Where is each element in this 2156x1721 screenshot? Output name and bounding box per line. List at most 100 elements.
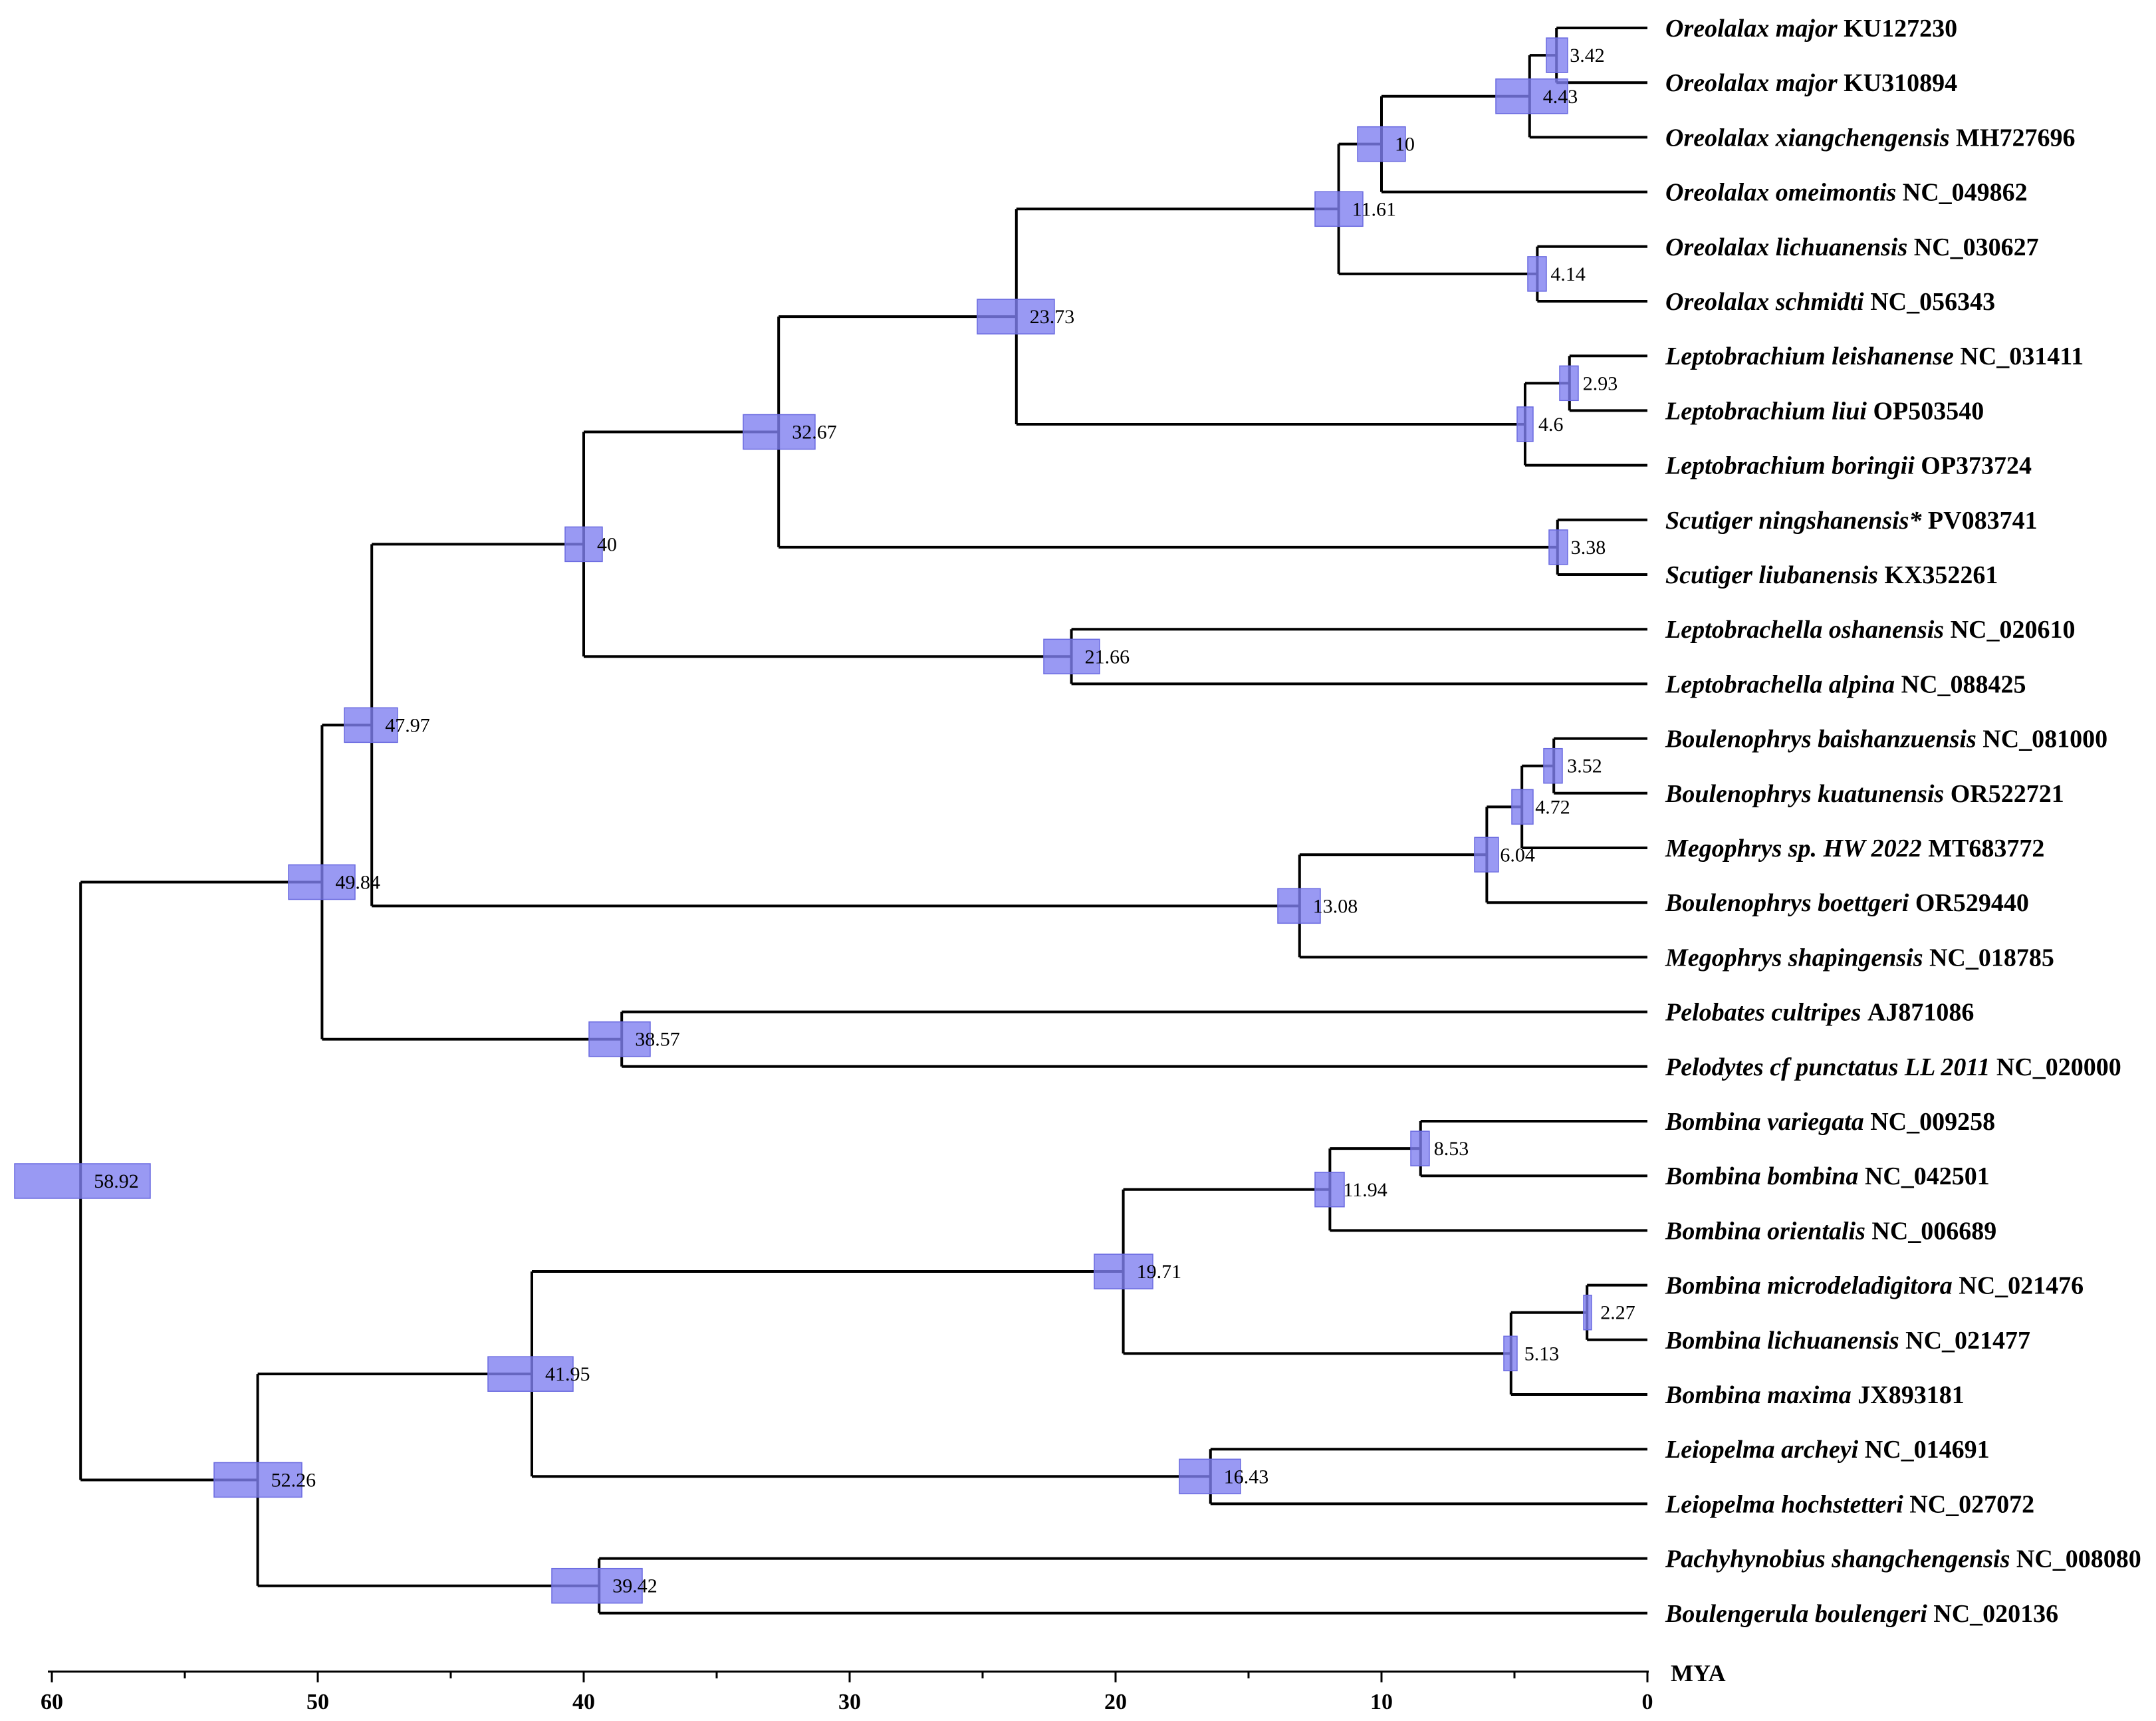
taxon-label: Oreolalax omeimontis NC_049862 — [1665, 179, 2028, 207]
taxon-accession: NC_006689 — [1871, 1217, 1996, 1245]
axis-tick-label: 50 — [306, 1690, 329, 1714]
taxon-label: Pelobates cultripes AJ871086 — [1665, 999, 1974, 1027]
node-age-label: 5.13 — [1524, 1343, 1560, 1365]
taxon-name: Scutiger liubanensis — [1665, 561, 1884, 589]
taxon-name: Oreolalax xiangchengensis — [1665, 124, 1956, 152]
taxon-name: Leptobrachium liui — [1665, 397, 1873, 425]
hpd-bar — [1559, 365, 1579, 402]
node-age-label: 16.43 — [1224, 1466, 1269, 1488]
hpd-bar — [487, 1356, 574, 1392]
taxon-label: Pachyhynobius shangchengensis NC_008080 — [1665, 1545, 2141, 1573]
node-age-label: 8.53 — [1434, 1138, 1469, 1160]
taxon-name: Oreolalax omeimontis — [1665, 179, 1903, 207]
taxon-accession: NC_008080 — [2016, 1545, 2141, 1573]
tree-branches — [79, 27, 1647, 1615]
taxon-name: Pelodytes cf punctatus LL 2011 — [1665, 1053, 1996, 1081]
hpd-bar — [1503, 1335, 1518, 1372]
hpd-bar — [1474, 837, 1499, 873]
taxon-name: Boulenophrys boettgeri — [1665, 889, 1915, 917]
taxon-accession: NC_030627 — [1914, 233, 2039, 261]
taxon-name: Bombina bombina — [1665, 1162, 1865, 1190]
hpd-bar — [1511, 789, 1534, 825]
taxon-name: Megophrys shapingensis — [1665, 944, 1929, 972]
taxon-accession: NC_021477 — [1905, 1327, 2030, 1355]
hpd-bar — [1314, 191, 1364, 227]
node-age-labels: 3.42 4.43 10 4.14 11.61 2.93 4.6 23.73 3.38 32.67… — [94, 45, 1635, 1597]
taxon-accession: NC_049862 — [1903, 179, 2028, 207]
hpd-bar — [344, 707, 398, 743]
taxon-accession: JX893181 — [1857, 1381, 1964, 1409]
taxon-accession: KU127230 — [1844, 15, 1957, 43]
taxon-label: Scutiger liubanensis KX352261 — [1665, 561, 1998, 589]
taxon-label: Oreolalax major KU127230 — [1665, 15, 1957, 43]
hpd-bar — [1516, 406, 1534, 442]
node-age-label: 23.73 — [1030, 306, 1075, 328]
taxon-accession: NC_027072 — [1909, 1490, 2034, 1518]
taxon-accession: NC_031411 — [1960, 342, 2084, 370]
taxon-name: Oreolalax major — [1665, 69, 1844, 97]
node-age-label: 13.08 — [1313, 895, 1358, 917]
node-age-label: 11.61 — [1352, 198, 1396, 220]
taxon-name: Boulengerula boulengeri — [1665, 1600, 1933, 1628]
node-age-label: 3.38 — [1571, 537, 1606, 559]
taxon-name: Bombina maxima — [1665, 1381, 1857, 1409]
taxon-label: Megophrys shapingensis NC_018785 — [1665, 944, 2054, 972]
node-age-label: 38.57 — [635, 1029, 680, 1051]
taxon-label: Boulengerula boulengeri NC_020136 — [1665, 1600, 2058, 1628]
taxon-name: Bombina variegata — [1665, 1108, 1870, 1136]
taxon-accession: OP503540 — [1873, 397, 1984, 425]
taxon-name: Leptobrachella oshanensis — [1665, 616, 1951, 644]
node-age-label: 4.14 — [1550, 263, 1586, 285]
taxon-name: Pachyhynobius shangchengensis — [1665, 1545, 2016, 1573]
taxon-label: Bombina maxima JX893181 — [1665, 1381, 1965, 1409]
node-age-label: 41.95 — [545, 1363, 590, 1385]
hpd-bar — [1410, 1130, 1430, 1166]
hpd-bar — [1094, 1254, 1153, 1289]
taxon-label: Pelodytes cf punctatus LL 2011 NC_020000 — [1665, 1053, 2121, 1081]
axis-tick-label: 10 — [1370, 1690, 1393, 1714]
taxon-label: Leptobrachium liui OP503540 — [1665, 397, 1984, 425]
axis-tick-label: 20 — [1104, 1690, 1127, 1714]
taxon-name: Leiopelma hochstetteri — [1665, 1490, 1909, 1518]
hpd-bar — [588, 1021, 651, 1057]
taxon-accession: NC_021476 — [1959, 1272, 2084, 1300]
node-age-label: 58.92 — [94, 1170, 139, 1192]
axis-tick-label: 0 — [1642, 1690, 1653, 1714]
hpd-bar — [1548, 529, 1568, 565]
taxon-label: Bombina lichuanensis NC_021477 — [1665, 1327, 2030, 1355]
taxon-accession: MT683772 — [1928, 835, 2044, 862]
node-age-label: 2.93 — [1583, 372, 1618, 394]
taxon-name: Bombina orientalis — [1665, 1217, 1871, 1245]
taxon-accession: NC_018785 — [1929, 944, 2054, 972]
taxon-name: Leptobrachella alpina — [1665, 670, 1901, 698]
axis-tick-label: 30 — [838, 1690, 861, 1714]
node-age-label: 40 — [597, 533, 617, 555]
taxon-accession: PV083741 — [1928, 507, 2038, 535]
node-age-label: 49.84 — [335, 872, 380, 894]
taxon-label: Megophrys sp. HW 2022 MT683772 — [1665, 835, 2044, 862]
axis-tick-label: 40 — [572, 1690, 595, 1714]
taxon-name: Boulenophrys baishanzuensis — [1665, 726, 1982, 753]
taxon-accession: KU310894 — [1844, 69, 1957, 97]
taxon-name: Boulenophrys kuatunensis — [1665, 780, 1951, 808]
node-age-label: 4.6 — [1538, 414, 1564, 436]
taxon-name: Bombina microdeladigitora — [1665, 1272, 1959, 1300]
taxon-name: Oreolalax schmidti — [1665, 288, 1870, 316]
taxon-name: Pelobates cultripes — [1665, 999, 1867, 1027]
taxon-name: Bombina lichuanensis — [1665, 1327, 1905, 1355]
taxon-accession: MH727696 — [1956, 124, 2075, 152]
node-age-label: 6.04 — [1500, 844, 1535, 866]
hpd-bar — [564, 526, 603, 563]
hpd-bar — [743, 414, 816, 450]
taxon-label: Bombina microdeladigitora NC_021476 — [1665, 1272, 2084, 1300]
node-age-label: 19.71 — [1137, 1261, 1182, 1283]
hpd-bar — [1179, 1458, 1241, 1495]
time-axis-unit: MYA — [1671, 1660, 1726, 1686]
taxon-name: Leptobrachium leishanense — [1665, 342, 1960, 370]
hpd-bar — [1043, 638, 1100, 675]
hpd-bar — [551, 1567, 643, 1604]
taxon-label: Leptobrachium boringii OP373724 — [1665, 452, 2032, 480]
node-age-label: 47.97 — [385, 714, 430, 736]
